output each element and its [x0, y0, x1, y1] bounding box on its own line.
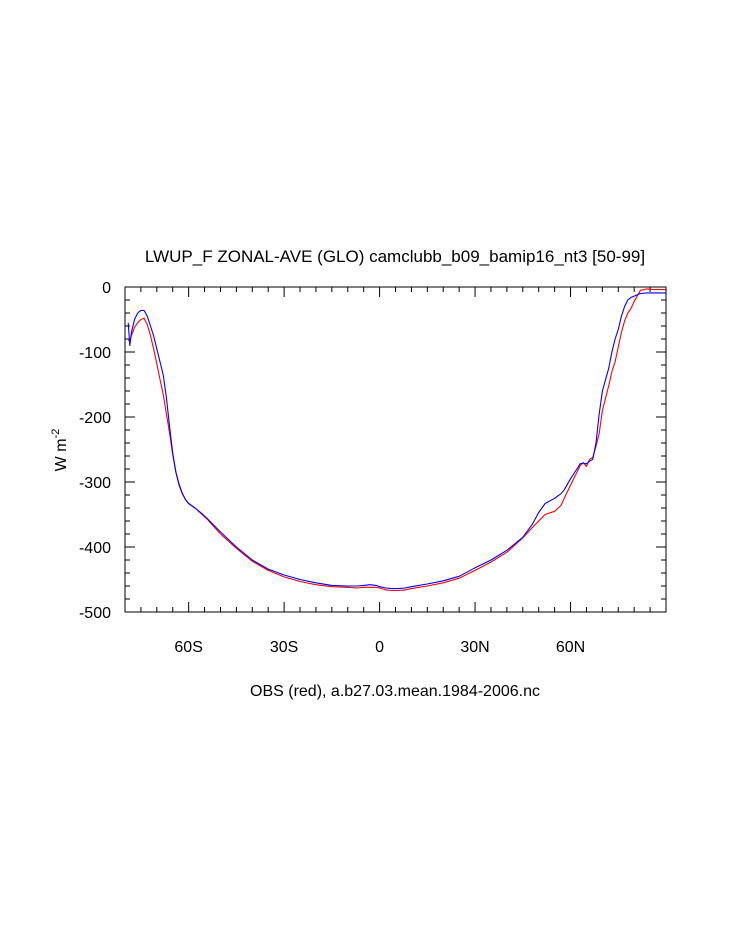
- x-axis-label: OBS (red), a.b27.03.mean.1984-2006.nc: [250, 683, 540, 700]
- y-tick-label: -100: [79, 345, 111, 362]
- y-tick-label: -400: [79, 540, 111, 557]
- y-axis-label-superscript: -2: [50, 429, 62, 439]
- plot-frame: [124, 286, 667, 613]
- series-group: [127, 288, 666, 592]
- x-tick-label: 60N: [556, 639, 585, 656]
- major-ticks: [125, 286, 666, 613]
- chart-title: LWUP_F ZONAL-AVE (GLO) camclubb_b09_bami…: [145, 247, 645, 266]
- x-tick-label: 60S: [174, 639, 202, 656]
- x-tick-label: 30S: [270, 639, 298, 656]
- y-tick-label: 0: [102, 280, 111, 297]
- series-line-red: [127, 288, 666, 592]
- x-tick-labels: 60S 30S 0 30N 60N: [174, 639, 585, 656]
- y-tick-label: -300: [79, 475, 111, 492]
- x-tick-label: 0: [375, 639, 384, 656]
- svg-text:W m-2: W m-2: [50, 429, 70, 472]
- series-line-blue: [127, 292, 666, 590]
- x-tick-label: 30N: [460, 639, 489, 656]
- y-tick-labels: 0 -100 -200 -300 -400 -500: [79, 280, 111, 622]
- y-tick-label: -500: [79, 605, 111, 622]
- y-tick-label: -200: [79, 410, 111, 427]
- minor-ticks: [125, 287, 666, 612]
- y-axis-label: W m-2: [50, 429, 70, 472]
- y-axis-label-text: W m: [53, 438, 70, 471]
